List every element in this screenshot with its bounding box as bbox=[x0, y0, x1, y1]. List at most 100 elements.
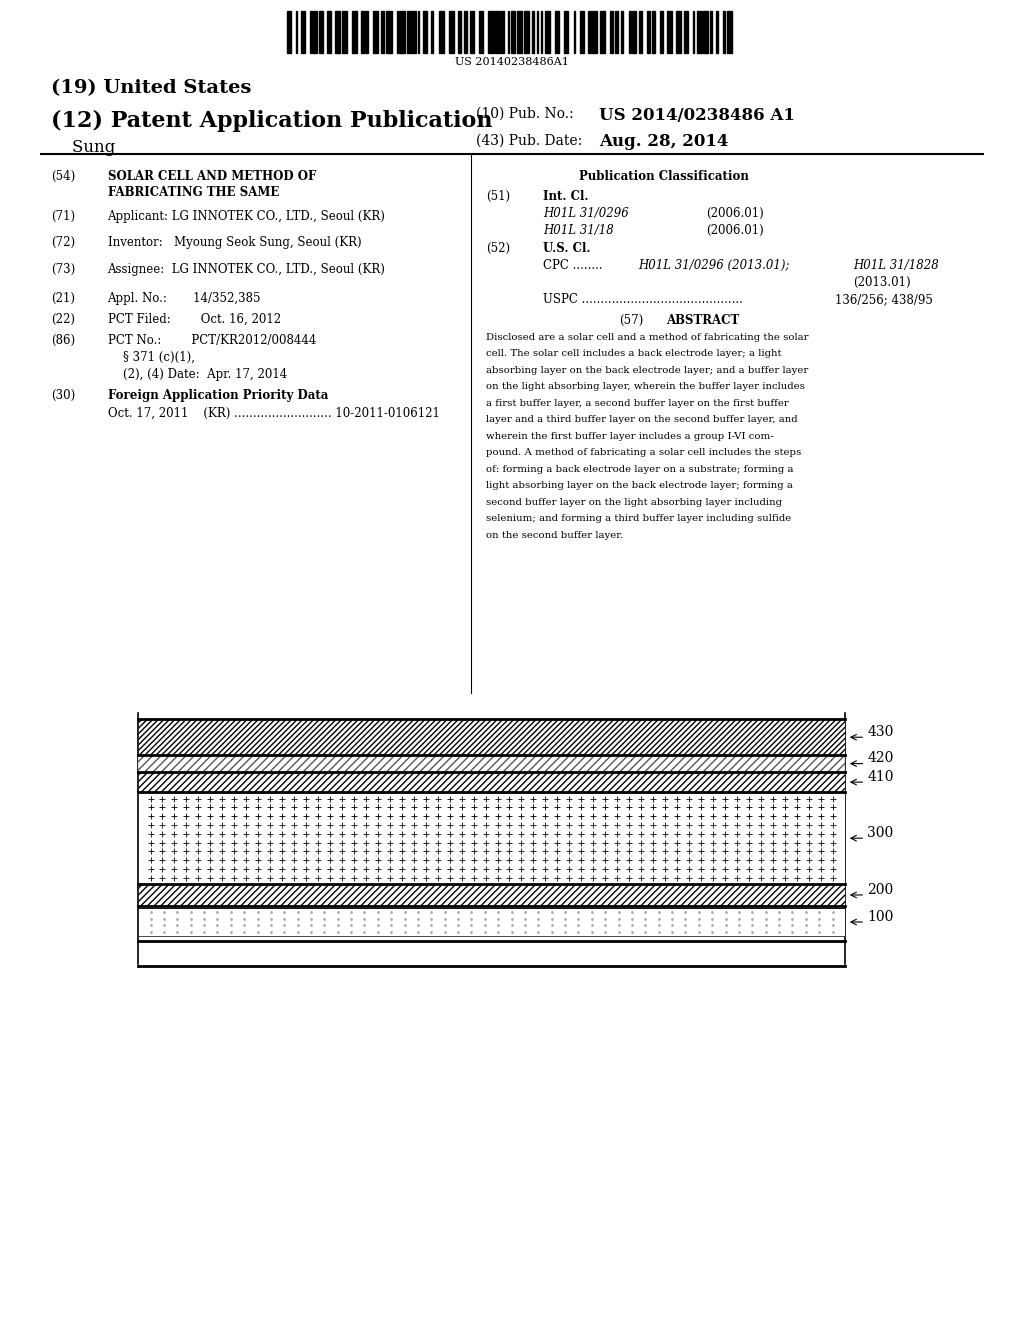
Text: (2), (4) Date:  Apr. 17, 2014: (2), (4) Date: Apr. 17, 2014 bbox=[108, 368, 287, 381]
Bar bbox=[703, 11, 709, 53]
Bar bbox=[696, 11, 701, 53]
Bar bbox=[545, 11, 550, 53]
Bar bbox=[399, 11, 404, 53]
Text: (19) United States: (19) United States bbox=[51, 79, 252, 98]
Text: (57): (57) bbox=[620, 314, 644, 327]
Bar bbox=[479, 11, 483, 53]
Bar bbox=[639, 11, 642, 53]
Text: (54): (54) bbox=[51, 170, 76, 183]
Text: 200: 200 bbox=[867, 883, 894, 896]
Bar bbox=[615, 11, 618, 53]
Text: 100: 100 bbox=[867, 909, 894, 924]
Text: SOLAR CELL AND METHOD OF: SOLAR CELL AND METHOD OF bbox=[108, 170, 315, 183]
Text: 410: 410 bbox=[867, 770, 894, 784]
Text: US 20140238486A1: US 20140238486A1 bbox=[455, 57, 569, 67]
Bar bbox=[138, 884, 845, 906]
Text: (73): (73) bbox=[51, 263, 76, 276]
Text: (86): (86) bbox=[51, 334, 76, 347]
Text: a first buffer layer, a second buffer layer on the first buffer: a first buffer layer, a second buffer la… bbox=[486, 399, 790, 408]
Text: (22): (22) bbox=[51, 313, 75, 326]
Text: Aug. 28, 2014: Aug. 28, 2014 bbox=[599, 133, 728, 150]
Bar bbox=[450, 11, 455, 53]
Text: Inventor:   Myoung Seok Sung, Seoul (KR): Inventor: Myoung Seok Sung, Seoul (KR) bbox=[108, 236, 361, 249]
Text: on the second buffer layer.: on the second buffer layer. bbox=[486, 531, 624, 540]
Bar bbox=[470, 11, 474, 53]
Bar bbox=[555, 11, 559, 53]
Text: 430: 430 bbox=[867, 725, 894, 739]
Bar bbox=[335, 11, 340, 53]
Bar bbox=[564, 11, 568, 53]
Bar bbox=[573, 11, 574, 53]
Text: 300: 300 bbox=[867, 826, 894, 840]
Text: (51): (51) bbox=[486, 190, 511, 203]
Bar bbox=[138, 772, 845, 792]
Bar bbox=[541, 11, 542, 53]
Bar bbox=[495, 11, 499, 53]
Bar bbox=[438, 11, 443, 53]
Bar bbox=[287, 11, 291, 53]
Text: FABRICATING THE SAME: FABRICATING THE SAME bbox=[108, 186, 279, 199]
Text: US 2014/0238486 A1: US 2014/0238486 A1 bbox=[599, 107, 795, 124]
Bar bbox=[667, 11, 672, 53]
Bar bbox=[508, 11, 509, 53]
Text: Int. Cl.: Int. Cl. bbox=[543, 190, 588, 203]
Text: § 371 (c)(1),: § 371 (c)(1), bbox=[108, 351, 195, 364]
Bar bbox=[328, 11, 331, 53]
Bar bbox=[459, 11, 461, 53]
Bar bbox=[531, 11, 535, 53]
Text: Applicant: LG INNOTEK CO., LTD., Seoul (KR): Applicant: LG INNOTEK CO., LTD., Seoul (… bbox=[108, 210, 385, 223]
Text: H01L 31/1828: H01L 31/1828 bbox=[853, 259, 939, 272]
Text: light absorbing layer on the back electrode layer; forming a: light absorbing layer on the back electr… bbox=[486, 482, 794, 490]
Bar bbox=[660, 11, 663, 53]
Text: (30): (30) bbox=[51, 389, 76, 403]
Bar bbox=[710, 11, 713, 53]
Text: CPC ........: CPC ........ bbox=[543, 259, 602, 272]
Text: pound. A method of fabricating a solar cell includes the steps: pound. A method of fabricating a solar c… bbox=[486, 449, 802, 457]
Text: Oct. 17, 2011    (KR) .......................... 10-2011-0106121: Oct. 17, 2011 (KR) .....................… bbox=[108, 407, 439, 420]
Bar bbox=[588, 11, 591, 53]
Text: ABSTRACT: ABSTRACT bbox=[666, 314, 739, 327]
Text: (21): (21) bbox=[51, 292, 75, 305]
Bar bbox=[684, 11, 687, 53]
Bar bbox=[138, 719, 845, 755]
Text: selenium; and forming a third buffer layer including sulfide: selenium; and forming a third buffer lay… bbox=[486, 513, 792, 523]
Bar bbox=[717, 11, 718, 53]
Bar bbox=[610, 11, 612, 53]
Text: layer and a third buffer layer on the second buffer layer, and: layer and a third buffer layer on the se… bbox=[486, 414, 798, 424]
Text: cell. The solar cell includes a back electrode layer; a light: cell. The solar cell includes a back ele… bbox=[486, 348, 782, 358]
Bar bbox=[581, 11, 584, 53]
Bar bbox=[361, 11, 364, 53]
Text: U.S. Cl.: U.S. Cl. bbox=[543, 242, 590, 255]
Bar bbox=[693, 11, 694, 53]
Text: (52): (52) bbox=[486, 242, 511, 255]
Text: Assignee:  LG INNOTEK CO., LTD., Seoul (KR): Assignee: LG INNOTEK CO., LTD., Seoul (K… bbox=[108, 263, 385, 276]
Bar bbox=[524, 11, 529, 53]
Bar bbox=[352, 11, 357, 53]
Text: Publication Classification: Publication Classification bbox=[579, 170, 749, 183]
Text: (2013.01): (2013.01) bbox=[853, 276, 910, 289]
Text: Appl. No.:       14/352,385: Appl. No.: 14/352,385 bbox=[108, 292, 261, 305]
Bar bbox=[296, 11, 297, 53]
Bar bbox=[396, 11, 398, 53]
Bar bbox=[301, 11, 305, 53]
Text: (2006.01): (2006.01) bbox=[707, 207, 764, 220]
Text: Sung: Sung bbox=[51, 139, 116, 156]
Bar bbox=[138, 755, 845, 772]
Text: H01L 31/0296: H01L 31/0296 bbox=[543, 207, 629, 220]
Bar bbox=[313, 11, 316, 53]
Bar bbox=[418, 11, 419, 53]
Text: PCT No.:        PCT/KR2012/008444: PCT No.: PCT/KR2012/008444 bbox=[108, 334, 315, 347]
Bar bbox=[373, 11, 379, 53]
Bar bbox=[366, 11, 368, 53]
Bar bbox=[488, 11, 494, 53]
Bar bbox=[727, 11, 732, 53]
Bar bbox=[500, 11, 504, 53]
Text: (2006.01): (2006.01) bbox=[707, 224, 764, 238]
Bar bbox=[431, 11, 433, 53]
Text: 136/256; 438/95: 136/256; 438/95 bbox=[835, 293, 933, 306]
Bar bbox=[386, 11, 391, 53]
Text: USPC ...........................................: USPC ...................................… bbox=[543, 293, 742, 306]
Bar bbox=[408, 11, 410, 53]
Text: PCT Filed:        Oct. 16, 2012: PCT Filed: Oct. 16, 2012 bbox=[108, 313, 281, 326]
Bar bbox=[723, 11, 725, 53]
